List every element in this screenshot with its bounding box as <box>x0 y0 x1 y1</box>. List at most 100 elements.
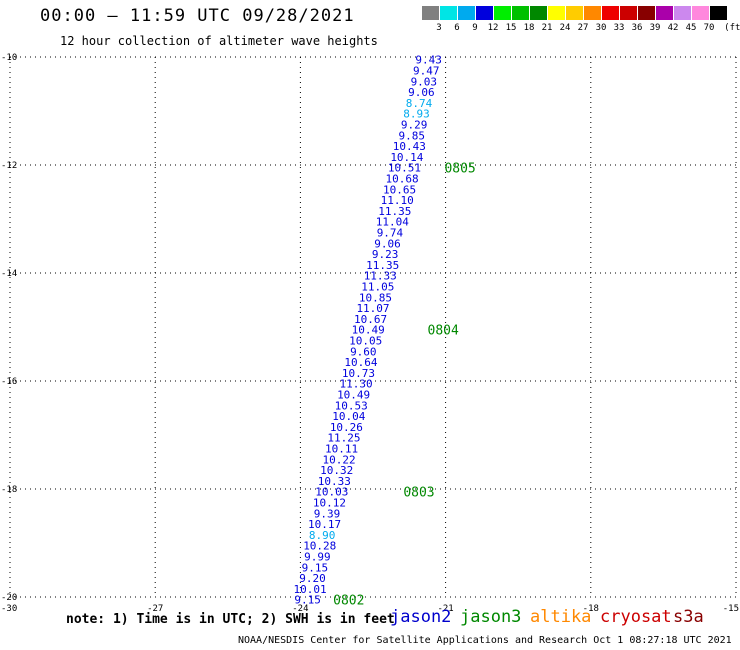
wave-height-label: 11.10 <box>381 194 414 207</box>
wave-height-label: 10.65 <box>383 183 416 196</box>
time-label: 0803 <box>403 486 434 501</box>
wave-height-label: 8.93 <box>403 108 430 121</box>
legend-altika: altika <box>530 607 592 627</box>
wave-height-label: 10.64 <box>344 356 377 369</box>
wave-height-label: 8.74 <box>406 97 433 110</box>
y-tick-label: -16 <box>1 377 17 387</box>
legend-unit: (ft) <box>724 23 740 33</box>
wave-height-label: 10.85 <box>359 291 392 304</box>
wave-height-label: 10.22 <box>323 453 356 466</box>
wave-height-points: 9.439.479.039.068.748.939.299.8510.4310.… <box>294 54 442 607</box>
wave-height-label: 10.03 <box>315 486 348 499</box>
legend-swatch <box>530 6 548 20</box>
legend-swatch <box>458 6 476 20</box>
y-tick-label: -14 <box>1 269 17 279</box>
legend-label: 45 <box>685 23 697 33</box>
legend-swatch <box>476 6 494 20</box>
legend-swatch <box>692 6 710 20</box>
legend-label: 21 <box>541 23 553 33</box>
wave-height-label: 10.43 <box>393 140 426 153</box>
wave-height-label: 9.47 <box>413 65 440 78</box>
x-tick-label: -21 <box>437 604 453 614</box>
legend-label: 9 <box>472 23 478 33</box>
wave-height-label: 9.74 <box>377 227 404 240</box>
legend-cryosat: cryosat <box>600 607 672 627</box>
chart-subtitle: 12 hour collection of altimeter wave hei… <box>60 34 378 48</box>
wave-height-label: 9.85 <box>398 129 425 142</box>
wave-height-label: 10.12 <box>313 497 346 510</box>
wave-height-label: 9.60 <box>350 345 377 358</box>
legend-jason3: jason3 <box>460 607 522 627</box>
wave-height-label: 9.06 <box>408 86 435 99</box>
wave-height-label: 10.01 <box>294 583 327 596</box>
legend-swatch <box>440 6 458 20</box>
wave-height-label: 9.39 <box>314 507 341 520</box>
time-label: 0802 <box>333 594 364 609</box>
wave-height-label: 10.51 <box>388 162 421 175</box>
legend-swatch <box>674 6 692 20</box>
x-tick-label: -30 <box>1 604 17 614</box>
legend-swatch <box>494 6 512 20</box>
wave-height-label: 9.15 <box>294 594 321 607</box>
wave-height-label: 10.17 <box>308 518 341 531</box>
wave-height-label: 9.29 <box>401 119 428 132</box>
legend-label: 15 <box>505 23 517 33</box>
legend-label: 30 <box>595 23 607 33</box>
wave-height-label: 9.03 <box>411 75 438 88</box>
y-tick-label: -12 <box>1 161 17 171</box>
wave-height-label: 9.06 <box>374 237 401 250</box>
wave-height-label: 11.04 <box>376 216 409 229</box>
legend-swatch <box>638 6 656 20</box>
time-labels: 0805 0804 0803 0802 <box>333 162 476 609</box>
legend-s3a: s3a <box>673 607 704 627</box>
legend-swatch <box>584 6 602 20</box>
wave-height-label: 10.68 <box>385 173 418 186</box>
wave-height-label: 10.26 <box>330 421 363 434</box>
legend-swatch <box>620 6 638 20</box>
legend-label: 3 <box>436 23 442 33</box>
legend-swatch <box>602 6 620 20</box>
x-tick-label: -18 <box>583 604 599 614</box>
chart-title: 00:00 – 11:59 UTC 09/28/2021 <box>40 6 355 26</box>
wave-height-label: 10.67 <box>354 313 387 326</box>
wave-height-label: 10.32 <box>320 464 353 477</box>
legend-label: 27 <box>577 23 589 33</box>
grid-lines <box>9 56 737 598</box>
credit-line: NOAA/NESDIS Center for Satellite Applica… <box>238 635 732 646</box>
wave-height-label: 9.23 <box>372 248 399 261</box>
legend-label: 6 <box>454 23 460 33</box>
y-tick-label: -20 <box>1 593 17 603</box>
legend-label: 42 <box>667 23 679 33</box>
legend-label: 36 <box>631 23 643 33</box>
wave-height-label: 10.04 <box>332 410 365 423</box>
y-axis: -10 -12 -14 -16 -18 -20 <box>1 53 17 603</box>
wave-height-label: 11.35 <box>378 205 411 218</box>
x-tick-label: -15 <box>723 604 739 614</box>
wave-height-label: 10.53 <box>335 399 368 412</box>
y-tick-label: -18 <box>1 485 17 495</box>
wave-height-label: 9.43 <box>415 54 442 67</box>
wave-height-label: 10.28 <box>303 540 336 553</box>
wave-height-label: 10.05 <box>349 335 382 348</box>
wave-height-label: 10.49 <box>337 389 370 402</box>
wave-height-label: 11.35 <box>366 259 399 272</box>
wave-height-label: 11.25 <box>327 432 360 445</box>
legend-jason2: jason2 <box>390 607 452 627</box>
y-tick-label: -10 <box>1 53 17 63</box>
wave-height-label: 11.05 <box>361 281 394 294</box>
x-axis: -30 -27 -24 -21 -18 -15 <box>1 604 739 614</box>
time-label: 0805 <box>444 162 475 177</box>
wave-height-label: 8.90 <box>309 529 336 542</box>
wave-height-label: 9.20 <box>299 572 326 585</box>
wave-height-label: 9.15 <box>302 561 329 574</box>
footer-note: note: 1) Time is in UTC; 2) SWH is in fe… <box>66 612 395 627</box>
legend-swatch <box>548 6 566 20</box>
legend-label: 24 <box>559 23 571 33</box>
time-label: 0804 <box>428 324 459 339</box>
legend-label: 18 <box>523 23 535 33</box>
legend-label: 33 <box>613 23 625 33</box>
legend-swatch <box>710 6 728 20</box>
legend-label: 12 <box>487 23 499 33</box>
